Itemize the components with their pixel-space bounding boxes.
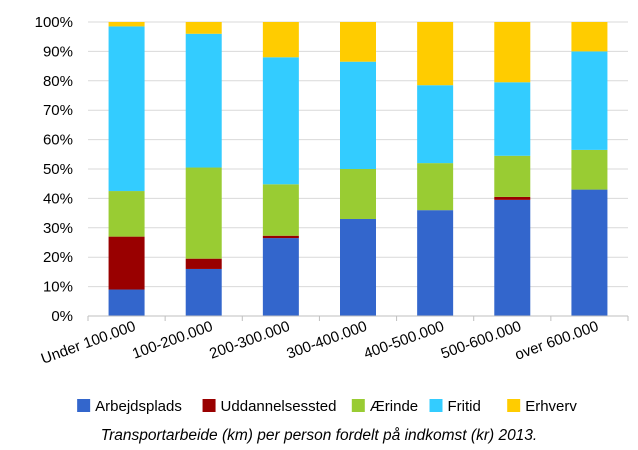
bar-segment bbox=[340, 169, 376, 219]
y-tick-label: 40% bbox=[43, 190, 73, 207]
bar-segment bbox=[262, 184, 299, 236]
bar-segment bbox=[262, 238, 299, 316]
legend-label: Uddannelsessted bbox=[221, 398, 337, 415]
bar-segment bbox=[494, 22, 531, 83]
bar-segment bbox=[185, 268, 222, 316]
bar-segment bbox=[417, 22, 454, 86]
y-tick-label: 60% bbox=[43, 132, 73, 149]
bar-segment bbox=[185, 22, 222, 34]
bar-segment bbox=[417, 163, 454, 211]
x-tick-label: 500-600.000 bbox=[439, 318, 524, 363]
y-axis-tick-labels: 0% 10% 20% 30% 40% 50% 60% 70% 80% 90% 100% bbox=[35, 14, 73, 325]
chart-caption: Transportarbeide (km) per person fordelt… bbox=[100, 427, 538, 444]
bar-segment bbox=[340, 218, 376, 316]
x-tick-label: 400-500.000 bbox=[362, 318, 447, 363]
bar-segment bbox=[108, 26, 145, 192]
y-tick-label: 90% bbox=[43, 43, 73, 60]
legend-swatch bbox=[77, 399, 91, 412]
bar-segment bbox=[340, 22, 376, 62]
bar-segment bbox=[340, 61, 376, 169]
legend-swatch bbox=[507, 399, 521, 412]
legend: Arbejdsplads Uddannelsessted Ærinde Fritid E… bbox=[77, 398, 577, 415]
y-tick-label: 10% bbox=[43, 279, 73, 296]
bar-segment bbox=[108, 289, 145, 316]
bar-segment bbox=[494, 196, 531, 200]
legend-swatch bbox=[351, 399, 365, 412]
bar-segment bbox=[108, 22, 145, 27]
bars bbox=[108, 22, 608, 316]
x-tick-label: Under 100.000 bbox=[39, 318, 138, 368]
bar-segment bbox=[262, 235, 299, 239]
bar-segment bbox=[571, 189, 608, 316]
y-tick-label: 80% bbox=[43, 73, 73, 90]
legend-label: Fritid bbox=[448, 398, 481, 415]
bar-segment bbox=[185, 33, 222, 168]
bar-segment bbox=[108, 191, 145, 237]
legend-label: Arbejdsplads bbox=[95, 398, 182, 415]
bar-segment bbox=[262, 57, 299, 185]
x-tick-label: 300-400.000 bbox=[284, 318, 369, 363]
bar-segment bbox=[494, 199, 531, 316]
bar-segment bbox=[185, 167, 222, 259]
bar-segment bbox=[571, 51, 608, 150]
bar-segment bbox=[417, 210, 454, 316]
bar-segment bbox=[571, 149, 608, 190]
x-axis bbox=[87, 315, 629, 321]
x-tick-label: 200-300.000 bbox=[207, 318, 292, 363]
y-tick-label: 70% bbox=[43, 102, 73, 119]
legend-swatch bbox=[429, 399, 443, 412]
y-tick-label: 0% bbox=[51, 308, 73, 325]
bar-segment bbox=[417, 85, 454, 164]
y-tick-label: 100% bbox=[35, 14, 73, 31]
legend-label: Erhverv bbox=[525, 398, 577, 415]
x-axis-tick-labels: Under 100.000100-200.000200-300.000300-4… bbox=[39, 318, 601, 368]
bar-segment bbox=[571, 22, 608, 52]
bar-segment bbox=[262, 22, 299, 58]
legend-swatch bbox=[202, 399, 216, 412]
x-tick-label: 100-200.000 bbox=[130, 318, 215, 363]
bar-segment bbox=[494, 82, 531, 156]
bar-segment bbox=[108, 236, 145, 290]
y-tick-label: 20% bbox=[43, 249, 73, 266]
x-tick-label: over 600.000 bbox=[513, 318, 601, 364]
legend-label: Ærinde bbox=[370, 398, 418, 415]
bar-segment bbox=[494, 155, 531, 197]
y-tick-label: 50% bbox=[43, 161, 73, 178]
y-tick-label: 30% bbox=[43, 220, 73, 237]
bar-segment bbox=[185, 258, 222, 269]
